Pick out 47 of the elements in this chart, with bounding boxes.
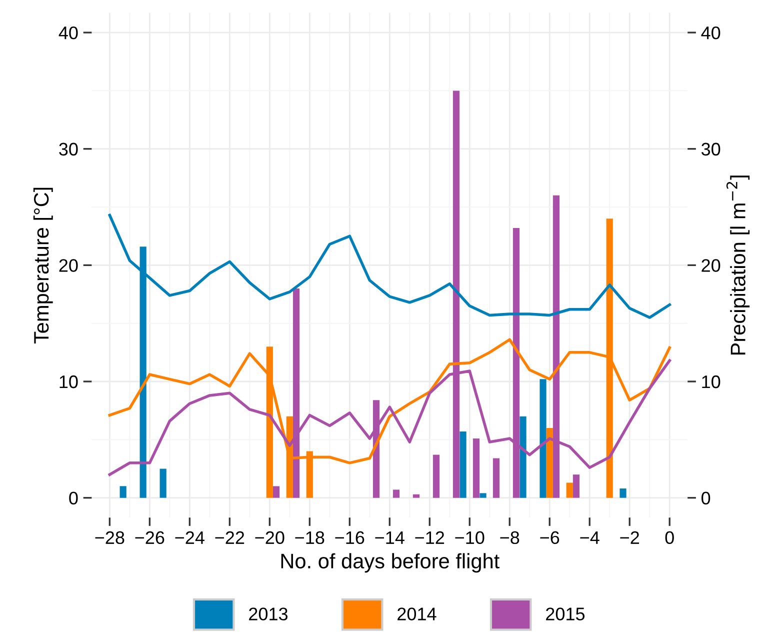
legend-label: 2015 — [546, 608, 585, 620]
x-tick-label: −14 — [375, 531, 404, 544]
bar — [620, 488, 626, 498]
bar — [432, 454, 440, 498]
y-tick-label: 40 — [58, 26, 78, 40]
y-tick-label: 10 — [60, 375, 78, 388]
x-tick-label: −28 — [95, 531, 124, 544]
bar — [120, 486, 126, 498]
y2-tick-label: 10 — [702, 375, 720, 388]
bar — [566, 482, 573, 498]
y2-tick-label: 40 — [701, 26, 720, 40]
y-axis-title: Temperature [°C] — [33, 188, 53, 344]
x-tick-label: −8 — [500, 531, 520, 544]
y2-axis-title: Precipitation [l m$^{−2}$] — [726, 176, 750, 355]
legend-label: 2013 — [249, 608, 288, 620]
bar — [392, 490, 400, 498]
x-axis-title: No. of days before flight — [281, 553, 500, 573]
bar — [272, 486, 280, 498]
x-tick-label: −16 — [335, 531, 364, 544]
x-tick-label: −10 — [455, 531, 484, 544]
bar — [412, 494, 420, 498]
y-tick-label: 0 — [69, 492, 78, 505]
bar — [520, 416, 526, 498]
bar — [472, 438, 480, 498]
x-tick-label: −4 — [580, 531, 600, 544]
bar — [480, 493, 486, 498]
legend-label: 2014 — [398, 608, 436, 620]
y2-tick-label: 30 — [701, 142, 720, 156]
y2-tick-label: 20 — [702, 259, 720, 272]
bar — [492, 458, 500, 498]
x-tick-label: −20 — [255, 531, 284, 544]
bar — [460, 432, 466, 498]
y-tick-label: 20 — [59, 259, 78, 272]
x-tick-label: −24 — [175, 531, 204, 544]
x-tick-label: −12 — [415, 531, 444, 544]
x-tick-label: −18 — [295, 531, 324, 544]
bar — [160, 468, 166, 498]
x-tick-label: −26 — [135, 531, 164, 544]
x-tick-label: −6 — [540, 531, 560, 544]
y2-tick-label: 0 — [702, 492, 710, 505]
x-tick-label: −2 — [620, 531, 639, 544]
x-tick-label: 0 — [665, 531, 674, 544]
bar — [540, 379, 546, 498]
x-tick-label: −22 — [215, 531, 244, 544]
bar — [546, 428, 553, 498]
bar — [572, 474, 580, 498]
y-tick-label: 30 — [59, 142, 78, 156]
